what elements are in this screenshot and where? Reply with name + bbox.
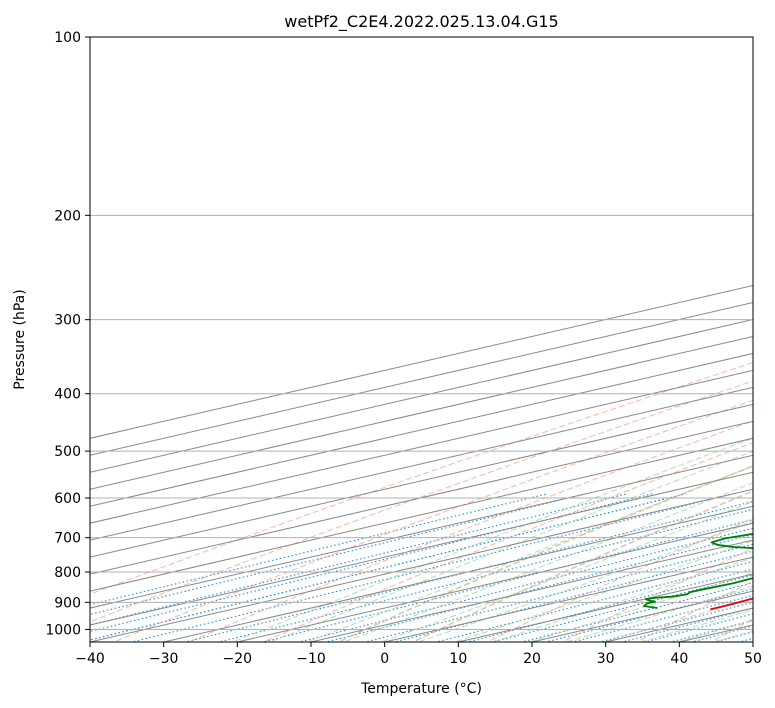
isotherm-line: [90, 335, 753, 490]
isotherm-line: [90, 403, 753, 558]
isotherm-line: [90, 437, 753, 592]
x-tick-label: 20: [523, 651, 541, 667]
y-tick-label: 900: [54, 595, 81, 611]
x-tick-label: −20: [223, 651, 253, 667]
isotherm-line: [90, 302, 753, 456]
mixing-ratio-line: [465, 568, 753, 642]
mixing-ratio-line: [90, 493, 628, 626]
y-tick-label: 300: [54, 313, 81, 329]
isotherm-line: [163, 505, 753, 642]
mixing-ratio-line: [391, 550, 753, 642]
x-tick-label: 40: [670, 651, 688, 667]
mixing-ratio-line: [129, 493, 734, 642]
y-tick-label: 400: [54, 387, 81, 403]
y-tick-label: 100: [54, 30, 81, 46]
plot-frame: [89, 36, 754, 643]
isotherm-line: [310, 539, 753, 642]
pressure-gridlines: [90, 37, 753, 630]
y-tick-label: 500: [54, 444, 81, 460]
x-axis: −40 −30 −20 −10 0 10 20 30 40 50: [75, 642, 762, 667]
y-tick-label: 800: [54, 565, 81, 581]
isotherm-line: [90, 285, 753, 439]
mixing-ratio-line: [90, 493, 548, 606]
x-tick-label: −10: [296, 651, 326, 667]
y-axis: 100 200 300 400 500 600 700 800 900 1000: [45, 30, 90, 638]
mixing-ratio-line: [183, 500, 753, 642]
isotherms: [90, 285, 753, 642]
isotherm-line: [90, 488, 753, 642]
x-tick-label: 50: [744, 651, 762, 667]
y-tick-label: 200: [54, 208, 81, 224]
x-tick-label: 0: [380, 651, 389, 667]
mixing-ratio-line: [363, 543, 753, 642]
x-tick-label: −30: [149, 651, 179, 667]
y-tick-label: 1000: [45, 622, 81, 638]
dry-adiabat: [262, 442, 753, 642]
moist-adiabat: [268, 450, 753, 642]
isotherm-line: [90, 420, 753, 575]
isotherm-line: [90, 471, 753, 626]
x-axis-title: Temperature (°C): [360, 681, 482, 697]
isotherm-line: [237, 522, 753, 642]
mixing-ratio-line: [434, 560, 753, 642]
y-tick-label: 700: [54, 531, 81, 547]
dry-adiabat: [90, 361, 753, 595]
isotherm-line: [90, 454, 753, 609]
y-tick-label: 600: [54, 491, 81, 507]
isotherm-line: [90, 318, 753, 473]
mixing-ratio-line: [323, 534, 753, 642]
x-tick-label: −40: [75, 651, 105, 667]
chart-title: wetPf2_C2E4.2022.025.13.04.G15: [284, 12, 558, 32]
plot-area: -100-90-80-70-60-50-40-30-20-10010203040…: [90, 37, 753, 642]
mixing-ratio-line: [260, 519, 753, 642]
mixing-ratio-line: [90, 493, 587, 616]
x-tick-label: 10: [449, 651, 467, 667]
y-axis-title: Pressure (hPa): [12, 289, 28, 389]
x-tick-label: 30: [597, 651, 615, 667]
